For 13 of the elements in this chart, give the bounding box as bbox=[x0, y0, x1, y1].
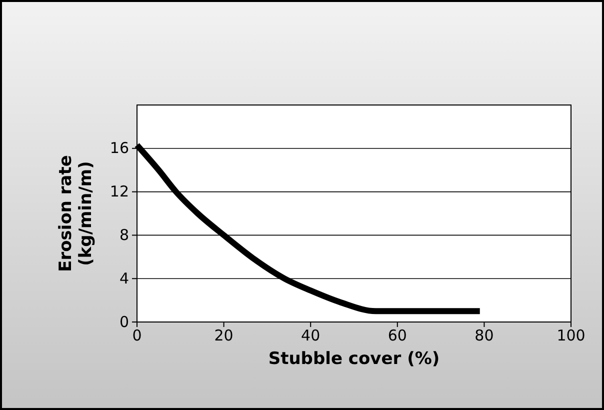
y-tick-label: 8 bbox=[119, 226, 129, 244]
x-axis-title: Stubble cover (%) bbox=[268, 349, 440, 369]
y-tick-label: 12 bbox=[110, 182, 129, 201]
x-tick-label: 100 bbox=[556, 326, 586, 345]
y-tick-label: 16 bbox=[110, 139, 129, 158]
y-tick-label: 4 bbox=[119, 269, 129, 288]
x-tick-label: 20 bbox=[214, 326, 234, 345]
y-axis-title: Erosion rate (kg/min/m) bbox=[56, 155, 96, 272]
x-tick-label: 0 bbox=[132, 326, 142, 345]
x-tick-label: 80 bbox=[474, 326, 494, 345]
y-tick-label: 0 bbox=[119, 312, 129, 331]
x-tick-label: 60 bbox=[388, 326, 407, 345]
x-tick-label: 40 bbox=[301, 326, 320, 345]
